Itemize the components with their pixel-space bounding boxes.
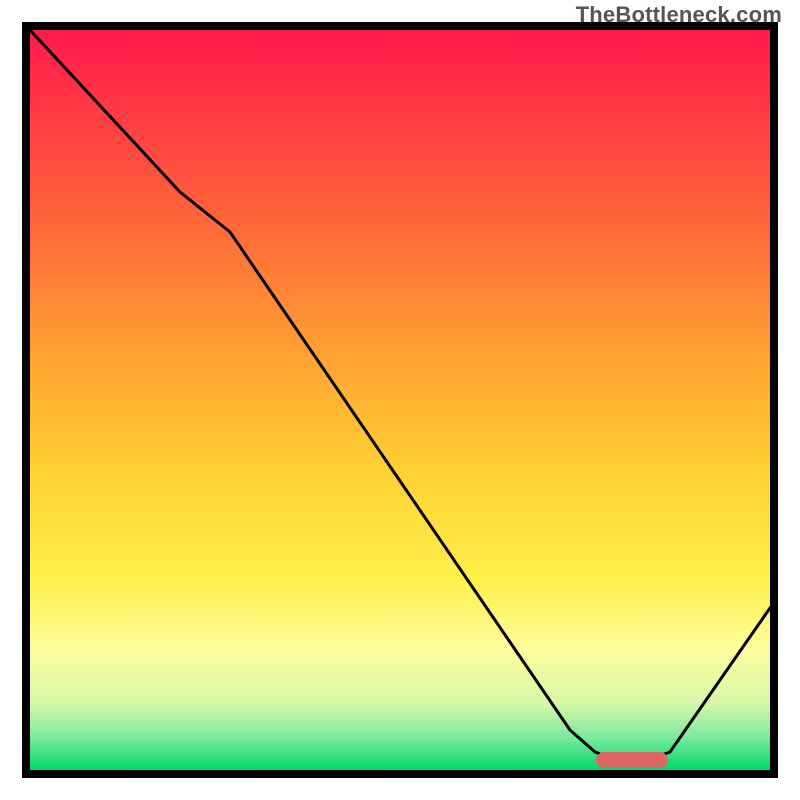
stage: TheBottleneck.com — [0, 0, 800, 800]
optimal-marker — [596, 752, 668, 768]
chart-background — [30, 30, 770, 770]
bottleneck-chart — [0, 0, 800, 800]
